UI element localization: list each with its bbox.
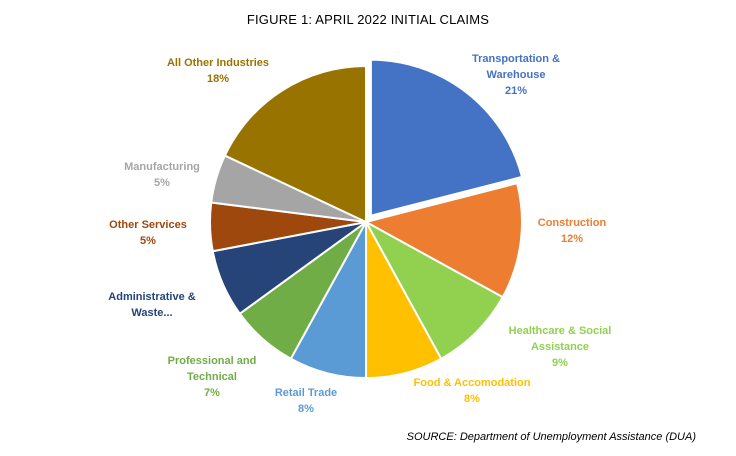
slice-label-administrative-waste: Administrative & Waste...: [108, 291, 195, 319]
pie-slice-construction: [363, 181, 523, 299]
slice-label-construction: Construction 12%: [538, 217, 607, 245]
slice-label-professional-and-technical: Professional and Technical 7%: [168, 355, 257, 399]
pie-slice-transportation-warehouse: [369, 58, 524, 217]
slice-label-all-other-industries: All Other Industries 18%: [167, 57, 269, 85]
slice-label-transportation-warehouse: Transportation & Warehouse 21%: [472, 53, 560, 97]
chart-title: FIGURE 1: APRIL 2022 INITIAL CLAIMS: [246, 12, 490, 27]
slice-label-healthcare-social-assistance: Healthcare & Social Assistance 9%: [509, 325, 612, 369]
slice-label-manufacturing: Manufacturing 5%: [124, 161, 200, 189]
pie-slice-all-other-industries: [223, 64, 367, 224]
pie-slice-healthcare-social-assistance: [363, 219, 505, 361]
slice-label-other-services: Other Services 5%: [109, 219, 187, 247]
slice-label-food-accomodation: Food & Accomodation 8%: [414, 377, 531, 405]
slice-label-retail-trade: Retail Trade 8%: [275, 387, 337, 415]
chart-source: SOURCE: Department of Unemployment Assis…: [406, 431, 696, 443]
